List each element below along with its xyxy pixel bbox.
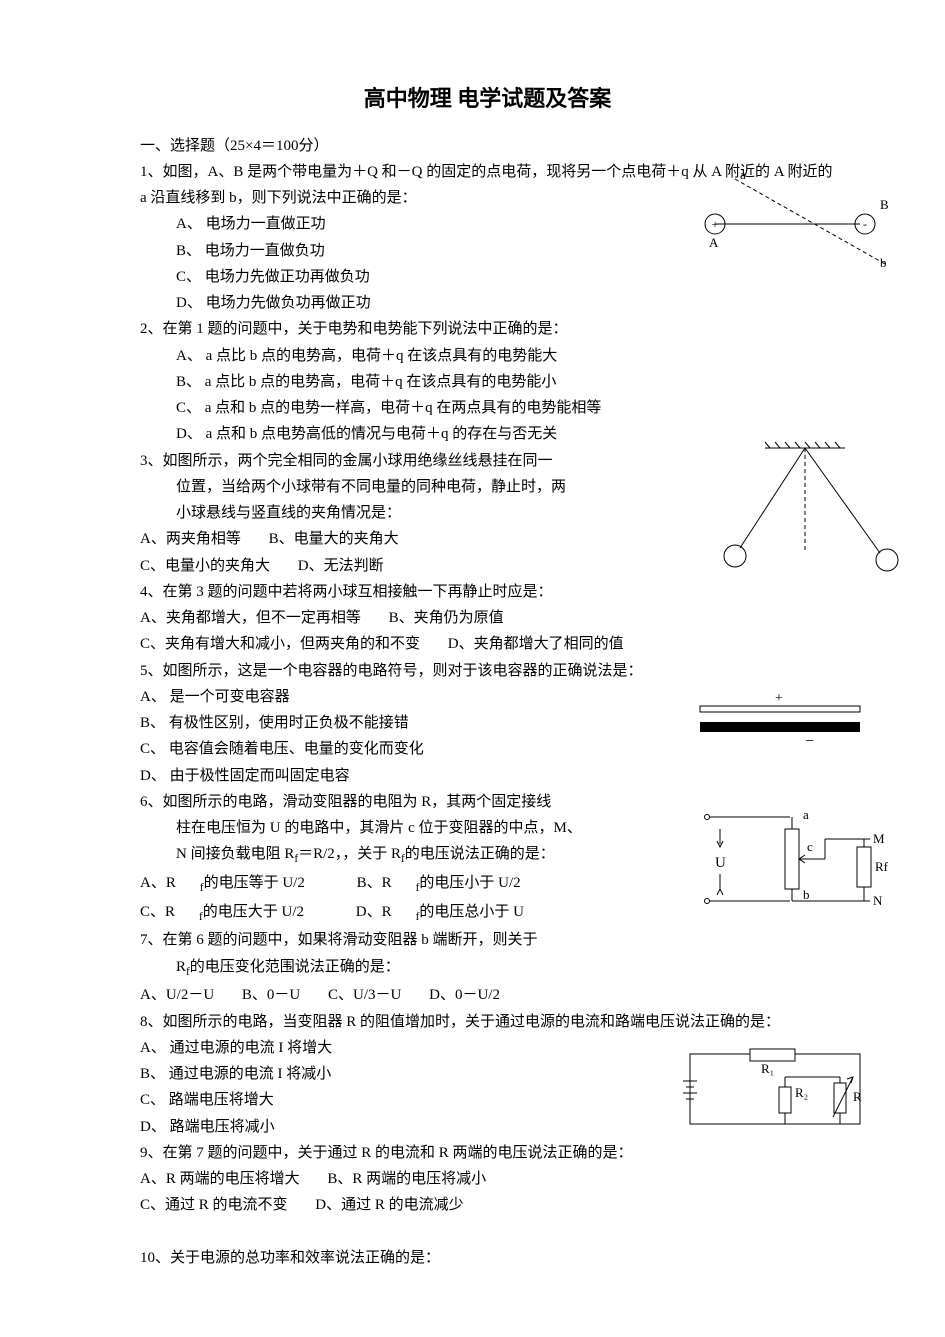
question-1: 1、如图，A、B 是两个带电量为＋Q 和－Q 的固定的点电荷，现将另一个点电荷＋…: [140, 159, 835, 317]
q5-stem: 5、如图所示，这是一个电容器的电路符号，则对于该电容器的正确说法是：: [140, 658, 835, 684]
q2-opt-c: C、 a 点和 b 点的电势一样高，电荷＋q 在两点具有的电势能相等: [140, 395, 835, 421]
q1-opt-d: D、 电场力先做负功再做正功: [140, 290, 835, 316]
q8-figure: R₁ R₂ R: [675, 1039, 875, 1139]
A-label: A: [709, 235, 719, 250]
b-label: b: [803, 887, 810, 902]
q2-opt-a: A、 a 点比 b 点的电势高，电荷＋q 在该点具有的电势能大: [140, 343, 835, 369]
q7-stem2: Rf的电压变化范围说法正确的是：: [140, 954, 835, 983]
q5-figure: + −: [685, 688, 875, 748]
q9-opt-c: C、通过 R 的电流不变: [140, 1192, 288, 1218]
q7-opt-b: B、0－U: [242, 982, 300, 1008]
a-label: a: [740, 169, 746, 182]
a-label: a: [803, 807, 809, 822]
q9-opt-a: A、R 两端的电压将增大: [140, 1166, 300, 1192]
question-7: 7、在第 6 题的问题中，如果将滑动变阻器 b 端断开，则关于 Rf的电压变化范…: [140, 927, 835, 1008]
q7-opt-d: D、0－U/2: [429, 982, 500, 1008]
minus-label: -: [863, 217, 867, 231]
q7-stem1: 7、在第 6 题的问题中，如果将滑动变阻器 b 端断开，则关于: [140, 927, 835, 953]
q3-opt-a: A、两夹角相等: [140, 526, 241, 552]
q3-opt-c: C、电量小的夹角大: [140, 553, 270, 579]
question-5: 5、如图所示，这是一个电容器的电路符号，则对于该电容器的正确说法是： A、 是一…: [140, 658, 835, 789]
q9-stem: 9、在第 7 题的问题中，关于通过 R 的电流和 R 两端的电压说法正确的是：: [140, 1140, 835, 1166]
q4-opt-a: A、夹角都增大，但不一定再相等: [140, 605, 361, 631]
q3-opt-d: D、无法判断: [298, 553, 384, 579]
q4-opt-b: B、夹角仍为原值: [389, 605, 504, 631]
q8-stem: 8、如图所示的电路，当变阻器 R 的阻值增加时，关于通过电源的电流和路端电压说法…: [140, 1009, 835, 1035]
q5-opt-d: D、 由于极性固定而叫固定电容: [140, 763, 835, 789]
q6-opt-b: B、Rf的电压小于 U/2: [357, 870, 545, 899]
c-label: c: [807, 839, 813, 854]
R1-label: R₁: [761, 1061, 774, 1076]
q1-figure: + A - B a b: [685, 169, 895, 269]
question-8: 8、如图所示的电路，当变阻器 R 的阻值增加时，关于通过电源的电流和路端电压说法…: [140, 1009, 835, 1140]
page-title: 高中物理 电学试题及答案: [140, 80, 835, 119]
cap-plus: +: [775, 691, 783, 706]
plus-label: +: [712, 217, 719, 231]
section-heading: 一、选择题（25×4＝100分）: [140, 133, 835, 159]
q9-opt-b: B、R 两端的电压将减小: [327, 1166, 486, 1192]
question-6: 6、如图所示的电路，滑动变阻器的电阻为 R，其两个固定接线 柱在电压恒为 U 的…: [140, 789, 835, 928]
q2-opt-b: B、 a 点比 b 点的电势高，电荷＋q 在该点具有的电势能小: [140, 369, 835, 395]
q3-figure: [705, 438, 905, 578]
q4-opt-c: C、夹角有增大和减小，但两夹角的和不变: [140, 631, 420, 657]
q4-stem: 4、在第 3 题的问题中若将两小球互相接触一下再静止时应是：: [140, 579, 835, 605]
Rf-label: Rf: [875, 859, 889, 874]
cap-minus: −: [805, 733, 814, 748]
R-label: R: [853, 1089, 862, 1104]
q4-opt-d: D、夹角都增大了相同的值: [448, 631, 624, 657]
q2-stem: 2、在第 1 题的问题中，关于电势和电势能下列说法中正确的是：: [140, 316, 835, 342]
q6-opt-d: D、Rf的电压总小于 U: [356, 899, 548, 928]
q10-stem: 10、关于电源的总功率和效率说法正确的是：: [140, 1245, 835, 1271]
q7-opt-a: A、U/2－U: [140, 982, 214, 1008]
q6-figure: U a b c M Rf N: [695, 799, 905, 919]
question-4: 4、在第 3 题的问题中若将两小球互相接触一下再静止时应是： A、夹角都增大，但…: [140, 579, 835, 658]
q9-opt-d: D、通过 R 的电流减少: [315, 1192, 463, 1218]
q6-opt-c: C、Rf的电压大于 U/2: [140, 899, 328, 928]
U-label: U: [715, 855, 726, 871]
question-10: 10、关于电源的总功率和效率说法正确的是：: [140, 1245, 835, 1271]
question-3: 3、如图所示，两个完全相同的金属小球用绝缘丝线悬挂在同一 位置，当给两个小球带有…: [140, 448, 835, 579]
question-2: 2、在第 1 题的问题中，关于电势和电势能下列说法中正确的是： A、 a 点比 …: [140, 316, 835, 447]
q6-opt-a: A、Rf的电压等于 U/2: [140, 870, 329, 899]
question-9: 9、在第 7 题的问题中，关于通过 R 的电流和 R 两端的电压说法正确的是： …: [140, 1140, 835, 1219]
q7-opt-c: C、U/3－U: [328, 982, 401, 1008]
R2-label: R₂: [795, 1085, 808, 1100]
M-label: M: [873, 831, 885, 846]
N-label: N: [873, 893, 883, 908]
q3-opt-b: B、电量大的夹角大: [269, 526, 399, 552]
B-label: B: [880, 197, 889, 212]
b-label: b: [880, 255, 887, 269]
